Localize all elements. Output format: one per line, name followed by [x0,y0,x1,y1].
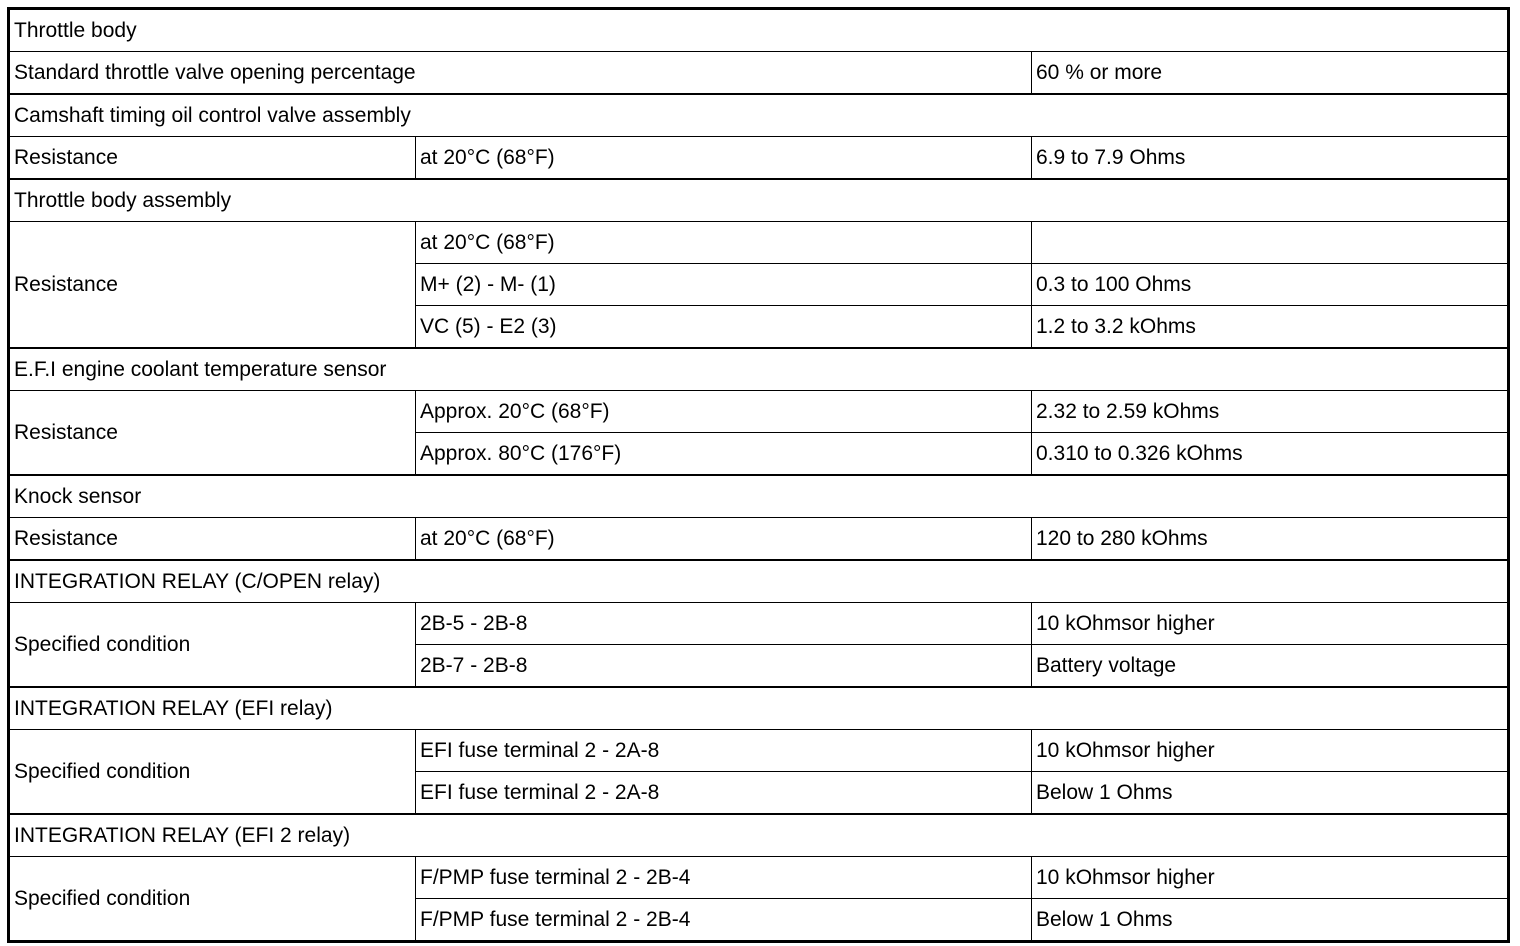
table-row: Resistance at 20°C (68°F) 120 to 280 kOhms [8,517,1510,561]
table-row: Specified condition EFI fuse terminal 2 -… [8,729,1510,815]
item-condition: 2B-5 - 2B-8 [415,602,1032,645]
table-row: M+ (2) - M- (1) 0.3 to 100 Ohms [9,263,1510,306]
item-label: Specified condition [8,602,416,688]
item-label: Specified condition [8,729,416,815]
section-header-row: E.F.I engine coolant temperature sensor [7,347,1510,391]
section-title: Knock sensor [7,474,1510,518]
section-title: Throttle body [7,7,1510,52]
section-title: Camshaft timing oil control valve assemb… [7,93,1510,137]
item-value: 1.2 to 3.2 kOhms [1030,305,1510,349]
table-row: VC (5) - E2 (3) 1.2 to 3.2 kOhms [9,305,1510,349]
section-header-row: Throttle body assembly [7,178,1510,222]
item-condition: F/PMP fuse terminal 2 - 2B-4 [415,898,1032,942]
table-row: Standard throttle valve opening percenta… [8,51,1510,95]
item-label: Standard throttle valve opening percenta… [8,51,1032,95]
section-title: E.F.I engine coolant temperature sensor [7,347,1510,391]
table-row: Resistance Approx. 20°C (68°F) 2.32 to 2.5… [8,390,1510,476]
table-row: 2B-7 - 2B-8 Battery voltage [9,644,1510,688]
item-label: Resistance [8,136,416,180]
section-header-row: INTEGRATION RELAY (C/OPEN relay) [7,559,1510,603]
table-row: Resistance at 20°C (68°F) [8,221,1510,349]
table-row: EFI fuse terminal 2 - 2A-8 Below 1 Ohms [9,771,1510,815]
item-label: Resistance [8,390,416,476]
item-value: 60 % or more [1030,51,1510,95]
item-value: Below 1 Ohms [1030,771,1510,815]
item-condition: VC (5) - E2 (3) [415,305,1032,349]
section-header-row: Knock sensor [7,474,1510,518]
item-value [1030,221,1510,264]
item-label: Specified condition [8,856,416,942]
section-title: Throttle body assembly [7,178,1510,222]
table-row: Approx. 80°C (176°F) 0.310 to 0.326 kOhms [9,432,1510,476]
section-title: INTEGRATION RELAY (EFI 2 relay) [7,813,1510,857]
item-condition: M+ (2) - M- (1) [415,263,1032,306]
table-row: F/PMP fuse terminal 2 - 2B-4 Below 1 Ohms [9,898,1510,942]
section-header-row: Throttle body [7,7,1510,52]
item-value: 0.3 to 100 Ohms [1030,263,1510,306]
item-value: 0.310 to 0.326 kOhms [1030,432,1510,476]
specification-table: Throttle body Standard throttle valve op… [7,7,1511,943]
item-condition: at 20°C (68°F) [415,136,1032,180]
section-header-row: INTEGRATION RELAY (EFI 2 relay) [7,813,1510,857]
item-value: 10 kOhmsor higher [1030,856,1510,899]
item-label: Resistance [8,517,416,561]
item-condition: at 20°C (68°F) [415,221,1032,264]
item-value: 10 kOhmsor higher [1030,602,1510,645]
item-label: Resistance [8,221,416,349]
section-header-row: Camshaft timing oil control valve assemb… [7,93,1510,137]
item-value: 2.32 to 2.59 kOhms [1030,390,1510,433]
item-condition: at 20°C (68°F) [415,517,1032,561]
table-row: Resistance at 20°C (68°F) 6.9 to 7.9 Ohms [8,136,1510,180]
section-title: INTEGRATION RELAY (EFI relay) [7,686,1510,730]
item-value: 6.9 to 7.9 Ohms [1030,136,1510,180]
item-value: Below 1 Ohms [1030,898,1510,942]
item-condition: Approx. 20°C (68°F) [415,390,1032,433]
item-condition: 2B-7 - 2B-8 [415,644,1032,688]
specification-table-body: Throttle body Standard throttle valve op… [7,7,1510,942]
item-condition: EFI fuse terminal 2 - 2A-8 [415,771,1032,815]
item-value: 10 kOhmsor higher [1030,729,1510,772]
item-value: 120 to 280 kOhms [1030,517,1510,561]
item-value: Battery voltage [1030,644,1510,688]
section-title: INTEGRATION RELAY (C/OPEN relay) [7,559,1510,603]
item-condition: F/PMP fuse terminal 2 - 2B-4 [415,856,1032,899]
section-header-row: INTEGRATION RELAY (EFI relay) [7,686,1510,730]
item-condition: EFI fuse terminal 2 - 2A-8 [415,729,1032,772]
table-row: Specified condition F/PMP fuse terminal 2… [8,856,1510,942]
table-row: Specified condition 2B-5 - 2B-8 10 kOhmsor… [8,602,1510,688]
item-condition: Approx. 80°C (176°F) [415,432,1032,476]
